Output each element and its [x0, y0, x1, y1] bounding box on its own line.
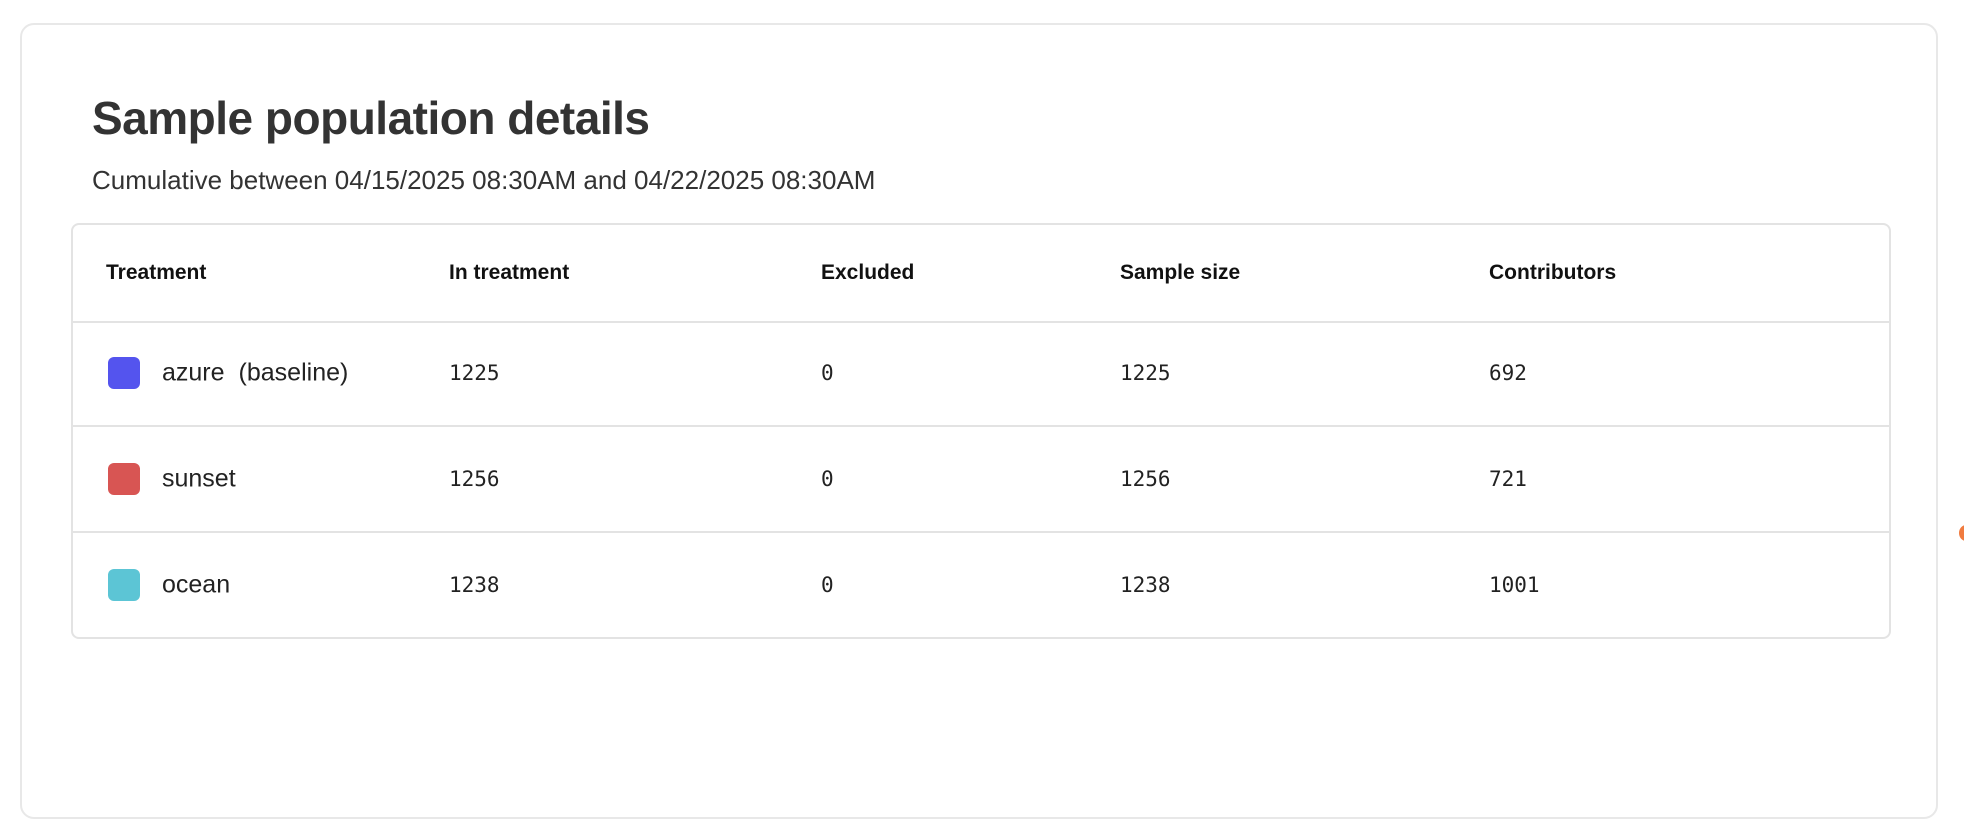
contributors-value: 1001	[1489, 573, 1540, 597]
header-sample-size: Sample size	[1120, 261, 1241, 284]
in-treatment-value: 1256	[449, 467, 500, 491]
header-in-treatment: In treatment	[449, 261, 570, 284]
treatment-name: sunset	[162, 465, 250, 494]
treatment-label: azure	[162, 358, 225, 387]
table-row: ocean 1238 0 1238 1001	[73, 533, 1889, 637]
table-row: sunset 1256 0 1256 721	[73, 427, 1889, 533]
treatment-label: sunset	[162, 464, 236, 493]
in-treatment-value: 1238	[449, 573, 500, 597]
color-swatch	[108, 463, 140, 495]
date-range-subtitle: Cumulative between 04/15/2025 08:30AM an…	[92, 165, 876, 195]
sample-size-value: 1238	[1120, 573, 1171, 597]
header-treatment: Treatment	[106, 261, 207, 284]
table-header-row: Treatment In treatment Excluded Sample s…	[73, 225, 1889, 323]
sample-size-value: 1225	[1120, 361, 1171, 385]
sample-population-table: Treatment In treatment Excluded Sample s…	[71, 223, 1891, 639]
excluded-value: 0	[821, 573, 834, 597]
contributors-value: 692	[1489, 361, 1527, 385]
orange-dot-indicator	[1959, 525, 1964, 541]
header-excluded: Excluded	[821, 261, 915, 284]
treatment-name: ocean	[162, 571, 244, 600]
treatment-label: ocean	[162, 570, 231, 599]
baseline-tag: (baseline)	[238, 358, 349, 387]
color-swatch	[108, 569, 140, 601]
contributors-value: 721	[1489, 467, 1527, 491]
excluded-value: 0	[821, 361, 834, 385]
table-row: azure (baseline) 1225 0 1225 692	[73, 321, 1889, 427]
excluded-value: 0	[821, 467, 834, 491]
sample-size-value: 1256	[1120, 467, 1171, 491]
header-contributors: Contributors	[1489, 261, 1617, 284]
treatment-name: azure (baseline)	[162, 359, 348, 388]
page-title: Sample population details	[92, 92, 650, 144]
color-swatch	[108, 357, 140, 389]
sample-population-card: Sample population details Cumulative bet…	[20, 23, 1938, 819]
in-treatment-value: 1225	[449, 361, 500, 385]
